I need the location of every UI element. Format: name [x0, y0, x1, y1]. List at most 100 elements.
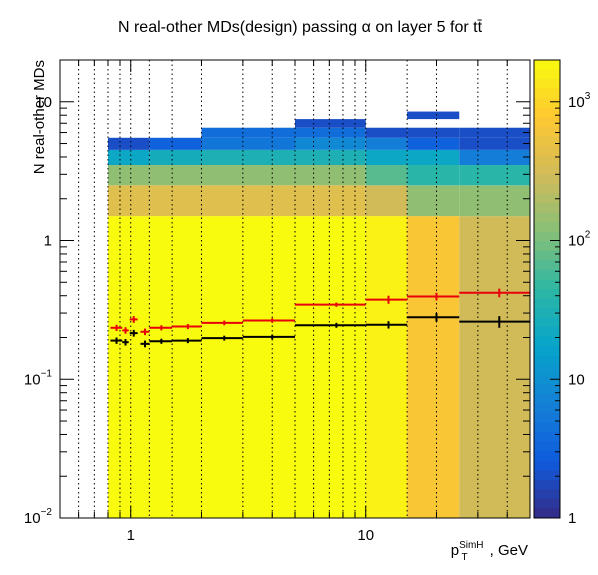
color-scale-labels: 1 10 102 103: [568, 91, 591, 527]
data-point: [122, 339, 129, 346]
color-scale-band: [534, 193, 560, 204]
x-axis-title: pSimH T , GeV: [451, 540, 528, 563]
heatmap-cell: [201, 137, 295, 150]
heatmap-cell: [149, 185, 202, 217]
x-axis-title-main: p: [451, 542, 459, 559]
color-scale-band: [534, 126, 560, 137]
heatmap-cell: [295, 185, 366, 217]
color-scale-band: [534, 69, 560, 80]
color-scale-band: [534, 432, 560, 443]
color-scale-band: [534, 241, 560, 252]
data-point: [295, 322, 366, 328]
heatmap-cell: [201, 149, 295, 166]
heatmap-cell: [107, 137, 150, 150]
y-axis-title: N real-other MDs: [31, 60, 48, 174]
color-scale-band: [534, 413, 560, 424]
color-scale-band: [534, 212, 560, 223]
heatmap-cell: [149, 137, 202, 150]
color-scale-band: [534, 279, 560, 290]
x-axis-title-sub: T: [462, 552, 468, 563]
color-scale-band: [534, 460, 560, 471]
color-scale-band: [534, 327, 560, 338]
heatmap-cell: [407, 165, 460, 186]
data-point: [172, 338, 202, 344]
axis-ticks: [59, 59, 531, 519]
color-scale-band: [534, 164, 560, 175]
data-point: [129, 316, 138, 323]
heatmap-cell: [107, 165, 150, 186]
heatmap-cell: [107, 216, 150, 518]
data-point: [129, 329, 138, 337]
heatmap-cell: [459, 165, 530, 186]
heatmap-cell: [149, 149, 202, 166]
heatmap-cell: [459, 127, 530, 138]
color-scale-band: [534, 489, 560, 500]
y-tick-label: 10: [35, 94, 52, 111]
color-scale-band: [534, 508, 560, 519]
color-scale-band: [534, 184, 560, 195]
heatmap-cell: [201, 127, 295, 138]
heatmap-cell: [295, 137, 366, 150]
color-scale-band: [534, 470, 560, 481]
data-series: [110, 288, 530, 348]
data-point: [110, 324, 123, 331]
heatmap-cell: [407, 111, 460, 120]
y-tick-label: 1: [44, 233, 52, 250]
color-scale-band: [534, 222, 560, 233]
color-scale-band: [534, 98, 560, 109]
data-point: [459, 316, 530, 328]
data-point: [172, 324, 202, 330]
data-point: [295, 302, 366, 307]
heatmap-cell: [407, 216, 460, 518]
heatmap-cell: [459, 216, 530, 518]
color-scale-band: [534, 155, 560, 166]
heatmap-cell: [407, 149, 460, 166]
heatmap-cell: [365, 137, 408, 150]
color-scale-band: [534, 451, 560, 462]
data-point: [407, 292, 460, 301]
heatmap-cell: [295, 216, 366, 518]
y-tick-label: 10−2: [24, 507, 53, 527]
color-scale-label: 1: [568, 510, 576, 527]
color-scale-band: [534, 374, 560, 385]
heatmap-cell: [459, 149, 530, 166]
heatmap-cell: [365, 149, 408, 166]
data-point: [140, 340, 150, 348]
data-point: [122, 327, 129, 334]
color-scale-band: [534, 260, 560, 271]
color-scale-frame: [533, 59, 561, 519]
data-point: [110, 337, 123, 344]
heatmap-cell: [149, 216, 202, 518]
color-scale-band: [534, 298, 560, 309]
y-tick-label: 10−1: [24, 368, 53, 388]
color-scale-band: [534, 393, 560, 404]
heatmap-cell: [295, 127, 366, 138]
x-tick-label: 10: [357, 527, 374, 544]
data-point: [242, 334, 295, 340]
heatmap-cell: [407, 137, 460, 150]
data-point: [365, 321, 408, 329]
color-scale-band: [534, 269, 560, 280]
color-scale-band: [534, 174, 560, 185]
heatmap-cell: [201, 185, 295, 217]
heatmap-cell: [365, 216, 408, 518]
color-scale-band: [534, 422, 560, 433]
color-scale-band: [534, 145, 560, 156]
color-scale-band: [534, 479, 560, 490]
data-point: [242, 318, 295, 323]
color-scale-band: [534, 289, 560, 300]
heatmap-cell: [107, 149, 150, 166]
chart-title: N real-other MDs(design) passing α on la…: [118, 19, 483, 36]
color-scale-band: [534, 355, 560, 366]
heatmap-cell: [365, 165, 408, 186]
color-scale-band: [534, 403, 560, 414]
color-scale-band: [534, 384, 560, 395]
color-scale-band: [534, 88, 560, 99]
data-point: [140, 328, 150, 336]
heatmap-cell: [295, 165, 366, 186]
color-scale-band: [534, 365, 560, 376]
color-scale-band: [534, 346, 560, 357]
color-scale-band: [534, 231, 560, 242]
color-scale-label: 102: [568, 230, 591, 250]
color-scale: [533, 59, 561, 519]
